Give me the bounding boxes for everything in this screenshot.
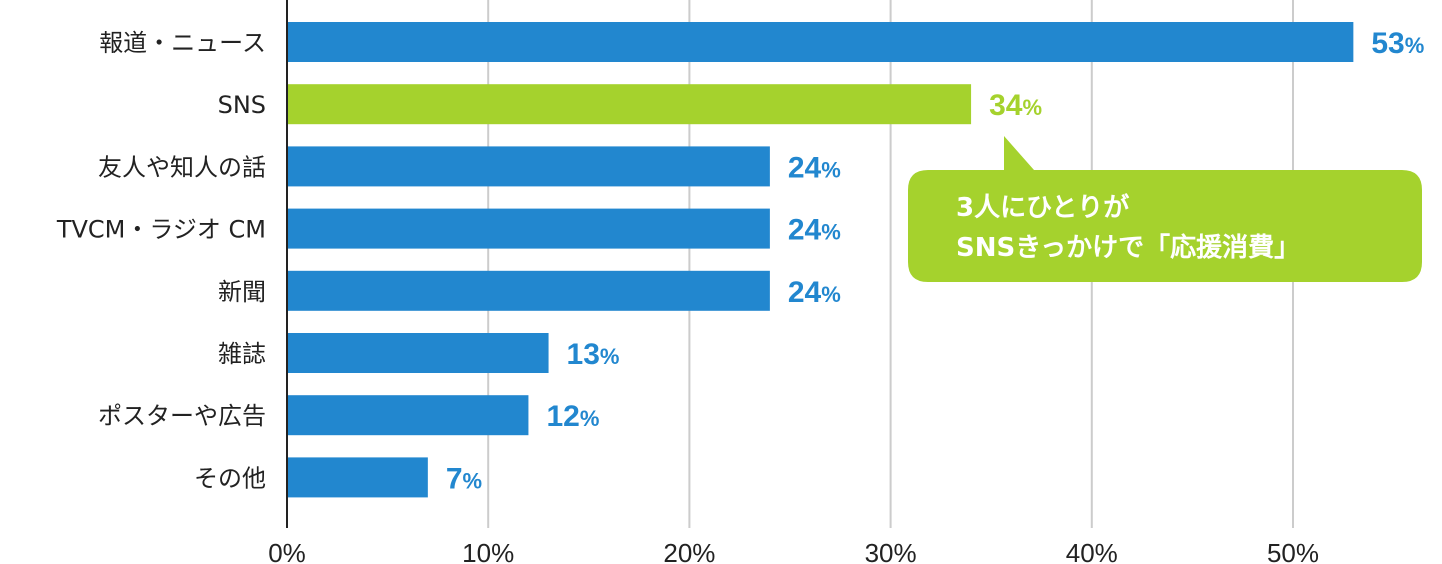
value-unit: % [821, 282, 841, 307]
value-unit: % [463, 468, 483, 493]
value-number: 24 [788, 276, 822, 309]
value-label: 24% [788, 214, 841, 247]
value-unit: % [821, 157, 841, 182]
category-label: 報道・ニュース [99, 29, 266, 57]
x-tick-label: 0% [268, 538, 306, 564]
category-label: 新聞 [218, 278, 266, 306]
bar [287, 84, 972, 125]
value-unit: % [821, 220, 841, 245]
bar [287, 22, 1354, 62]
bar [287, 333, 549, 373]
x-tick-label: 10% [462, 538, 514, 564]
bar [287, 208, 770, 249]
category-label: 友人や知人の話 [98, 153, 266, 181]
value-label: 34% [989, 89, 1042, 122]
value-label: 24% [788, 276, 841, 309]
value-number: 24 [788, 214, 822, 247]
value-unit: % [580, 406, 600, 431]
category-label: TVCM・ラジオ CM [56, 216, 266, 244]
value-unit: % [1022, 95, 1042, 120]
value-number: 24 [788, 151, 822, 184]
value-number: 13 [567, 338, 600, 371]
value-number: 34 [989, 89, 1023, 122]
value-label: 24% [788, 151, 841, 184]
sns-callout: 3人にひとりが SNSきっかけで「応援消費」 [908, 136, 1422, 282]
category-labels: 報道・ニュース SNS 友人や知人の話 TVCM・ラジオ CM 新聞雑誌ポスターや広告そ… [56, 29, 266, 492]
bar [287, 395, 529, 436]
value-unit: % [1405, 33, 1425, 58]
bars [287, 22, 1354, 498]
value-number: 12 [546, 400, 579, 433]
value-label: 53% [1371, 27, 1424, 60]
callout-text-line-1: 3人にひとりが [956, 192, 1129, 223]
x-axis-ticks: 0% 10% 20% 30% 40% 50% [268, 538, 1319, 564]
x-tick-label: 40% [1066, 538, 1118, 564]
value-number: 7 [446, 462, 463, 495]
category-label: SNS [218, 91, 266, 119]
value-unit: % [600, 344, 620, 369]
value-labels: 53%34%24%24%24%13%12%7% [446, 27, 1424, 495]
bar [287, 270, 770, 311]
category-label: 雑誌 [218, 340, 266, 368]
bar [287, 457, 428, 498]
x-tick-label: 20% [663, 538, 715, 564]
category-label: その他 [194, 464, 266, 492]
callout-text-line-2: SNSきっかけで「応援消費」 [956, 232, 1300, 263]
value-label: 12% [546, 400, 599, 433]
value-label: 7% [446, 462, 482, 495]
value-number: 53 [1371, 27, 1404, 60]
category-label: ポスターや広告 [98, 402, 266, 430]
callout-bubble [908, 136, 1422, 282]
x-tick-label: 50% [1267, 538, 1319, 564]
value-label: 13% [567, 338, 620, 371]
x-tick-label: 30% [865, 538, 917, 564]
bar [287, 146, 770, 187]
